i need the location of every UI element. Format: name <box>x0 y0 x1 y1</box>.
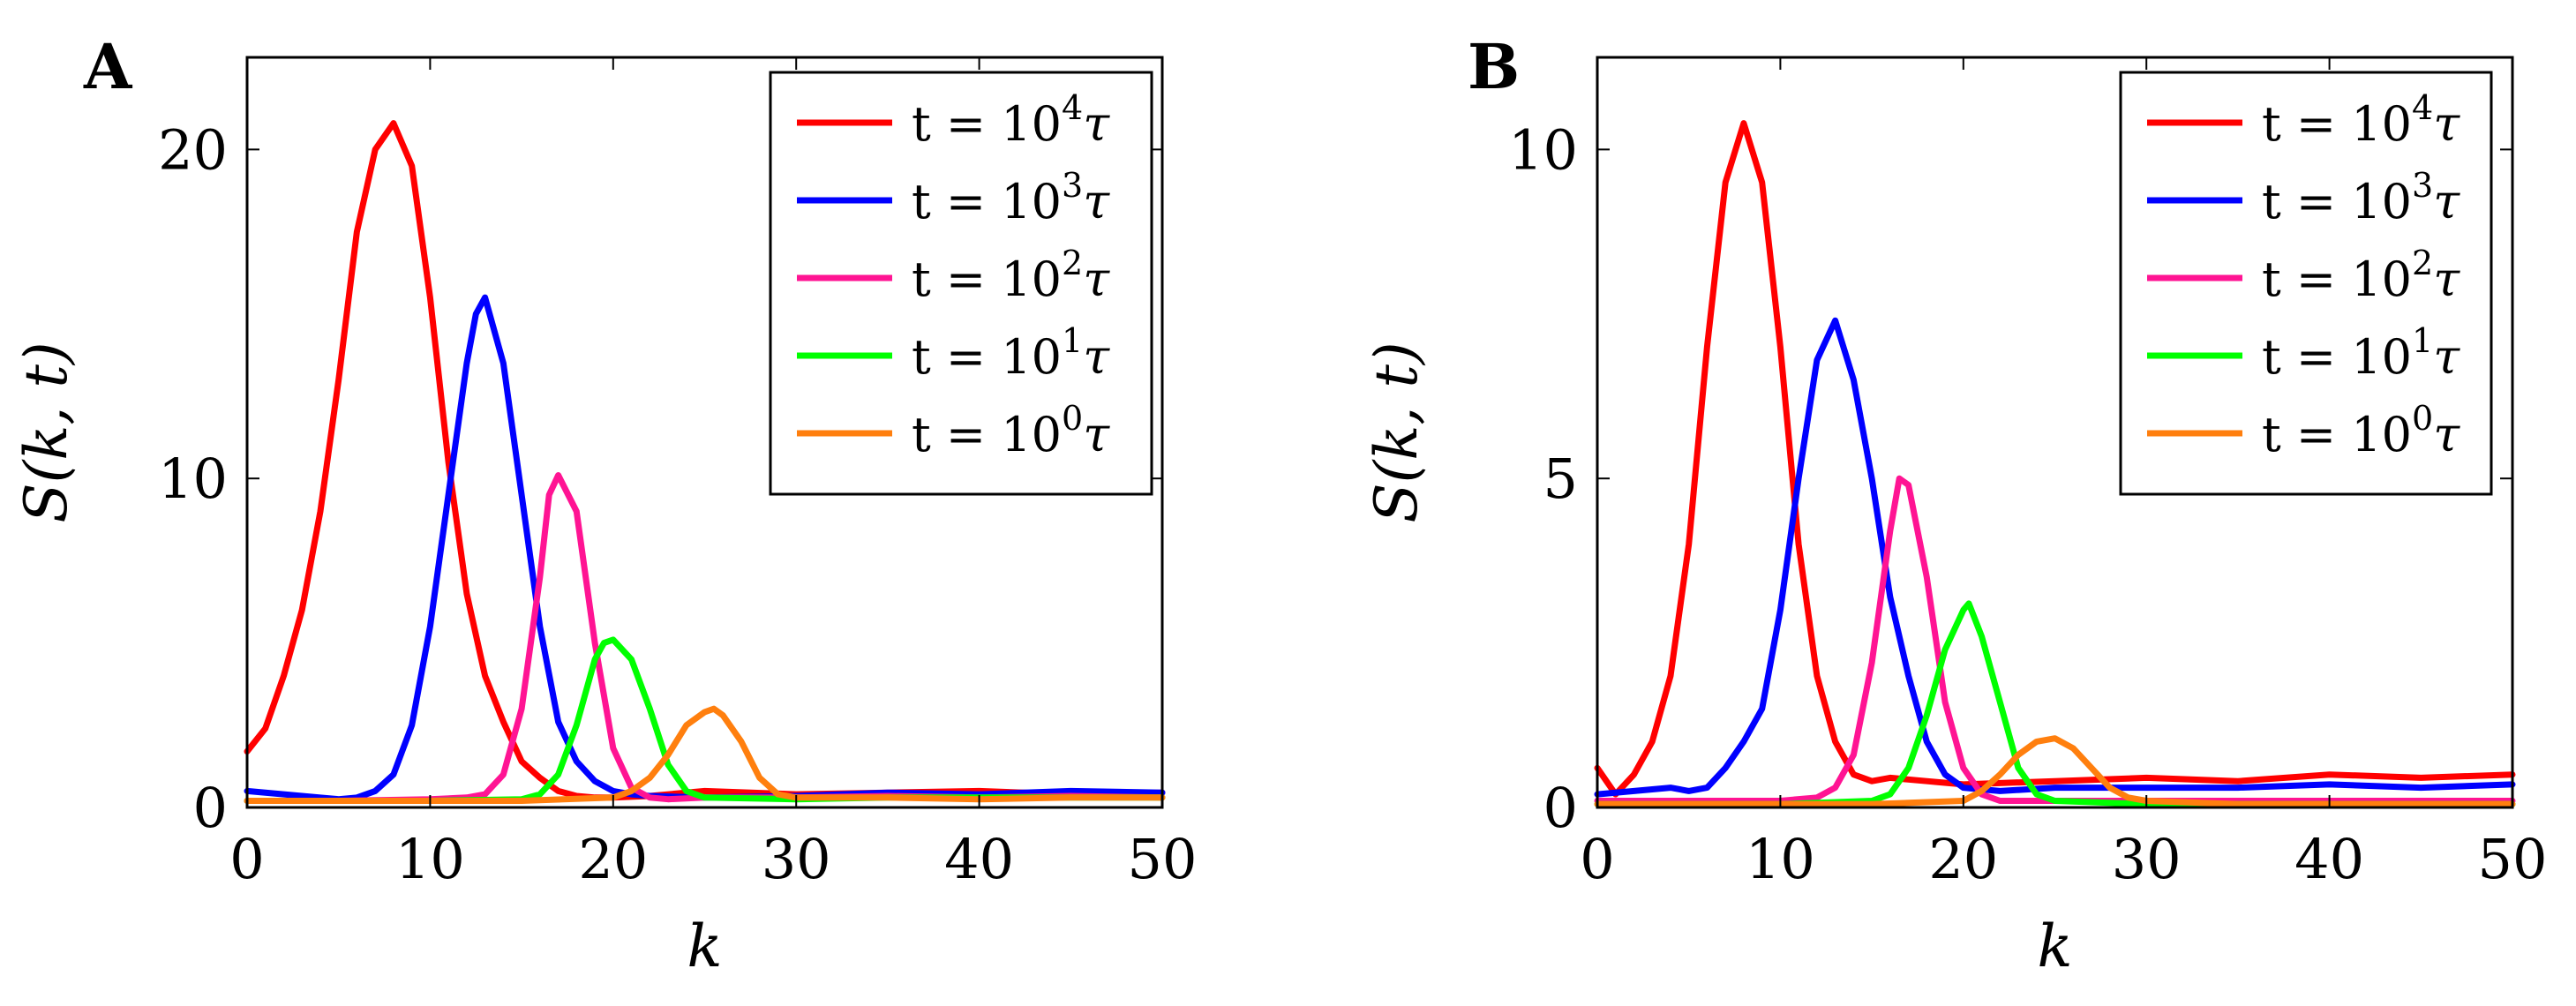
legend-label-exponent: 4 <box>1062 88 1083 127</box>
legend-label-base: t = 10 <box>912 252 1062 307</box>
legend-label-exponent: 2 <box>2412 244 2433 282</box>
y-tick-label: 20 <box>158 117 228 182</box>
y-tick-label: 0 <box>1543 776 1578 840</box>
panel-letter: B <box>1468 30 1520 103</box>
legend-label: t = 103τ <box>2262 166 2460 229</box>
legend-label-tau: τ <box>2433 329 2460 385</box>
x-tick-label: 20 <box>578 827 648 891</box>
legend-label-exponent: 2 <box>1062 244 1083 282</box>
panel-letter: A <box>83 30 133 103</box>
legend-label-exponent: 3 <box>1062 166 1083 205</box>
series-group <box>1594 120 2516 807</box>
x-tick-label: 0 <box>229 827 264 891</box>
x-axis-label: k <box>687 912 723 980</box>
x-tick-label: 30 <box>2112 827 2182 891</box>
series-line-exp-1 <box>244 636 1166 804</box>
series-line-exp-4 <box>1594 120 2516 798</box>
legend-label-base: t = 10 <box>2262 174 2412 229</box>
legend-label-tau: τ <box>1083 329 1110 385</box>
legend-label-tau: τ <box>2433 96 2460 152</box>
legend-label-tau: τ <box>1083 252 1110 307</box>
series-group <box>244 120 1166 804</box>
legend-label-base: t = 10 <box>912 407 1062 462</box>
y-axis-label: S(k, t) <box>12 342 80 522</box>
legend-label-exponent: 0 <box>1062 399 1083 438</box>
legend-label-tau: τ <box>2433 174 2460 229</box>
x-tick-label: 20 <box>1928 827 1998 891</box>
x-tick-label: 10 <box>1746 827 1815 891</box>
legend-box <box>2119 71 2493 496</box>
y-tick-label: 5 <box>1543 447 1578 511</box>
x-tick-label: 10 <box>395 827 465 891</box>
series-line-exp-0 <box>244 705 1166 804</box>
x-tick-label: 40 <box>2294 827 2364 891</box>
legend-label-tau: τ <box>1083 174 1110 229</box>
legend-label-tau: τ <box>1083 96 1110 152</box>
legend-label: t = 102τ <box>2262 244 2460 307</box>
legend-label: t = 100τ <box>2262 399 2460 462</box>
series-line-exp-0 <box>1594 735 2516 807</box>
legend-label-exponent: 1 <box>1062 321 1083 360</box>
y-tick-label: 10 <box>158 447 228 511</box>
legend-label-base: t = 10 <box>912 96 1062 152</box>
legend-label-base: t = 10 <box>912 174 1062 229</box>
x-tick-label: 50 <box>2478 827 2548 891</box>
legend-label: t = 101τ <box>912 321 1110 385</box>
legend-label-base: t = 10 <box>2262 252 2412 307</box>
legend-box <box>769 71 1153 496</box>
y-tick-label: 10 <box>1508 117 1578 182</box>
x-tick-label: 30 <box>762 827 831 891</box>
legend-label: t = 104τ <box>2262 88 2460 152</box>
x-tick-label: 50 <box>1128 827 1198 891</box>
y-tick-label: 0 <box>193 776 228 840</box>
y-axis-label: S(k, t) <box>1363 342 1431 522</box>
legend-label: t = 101τ <box>2262 321 2460 385</box>
series-line-exp-4 <box>244 120 1166 801</box>
legend-label-exponent: 0 <box>2412 399 2433 438</box>
legend-label-tau: τ <box>2433 252 2460 307</box>
legend-label: t = 102τ <box>912 244 1110 307</box>
legend-label-base: t = 10 <box>2262 96 2412 152</box>
legend-label: t = 100τ <box>912 399 1110 462</box>
legend-label: t = 103τ <box>912 166 1110 229</box>
plot-frame <box>245 56 1164 809</box>
legend-label-tau: τ <box>1083 407 1110 462</box>
legend-label-tau: τ <box>2433 407 2460 462</box>
legend-label-base: t = 10 <box>2262 407 2412 462</box>
series-line-exp-3 <box>1594 317 2516 798</box>
plot-frame <box>1596 56 2514 809</box>
x-tick-label: 40 <box>944 827 1014 891</box>
legend-label-base: t = 10 <box>912 329 1062 385</box>
legend-label: t = 104τ <box>912 88 1110 152</box>
series-line-exp-2 <box>244 472 1166 804</box>
legend-label-exponent: 1 <box>2412 321 2433 360</box>
x-axis-label: k <box>2038 912 2073 980</box>
legend-label-exponent: 3 <box>2412 166 2433 205</box>
legend-label-exponent: 4 <box>2412 88 2433 127</box>
x-tick-label: 0 <box>1580 827 1614 891</box>
legend-label-base: t = 10 <box>2262 329 2412 385</box>
